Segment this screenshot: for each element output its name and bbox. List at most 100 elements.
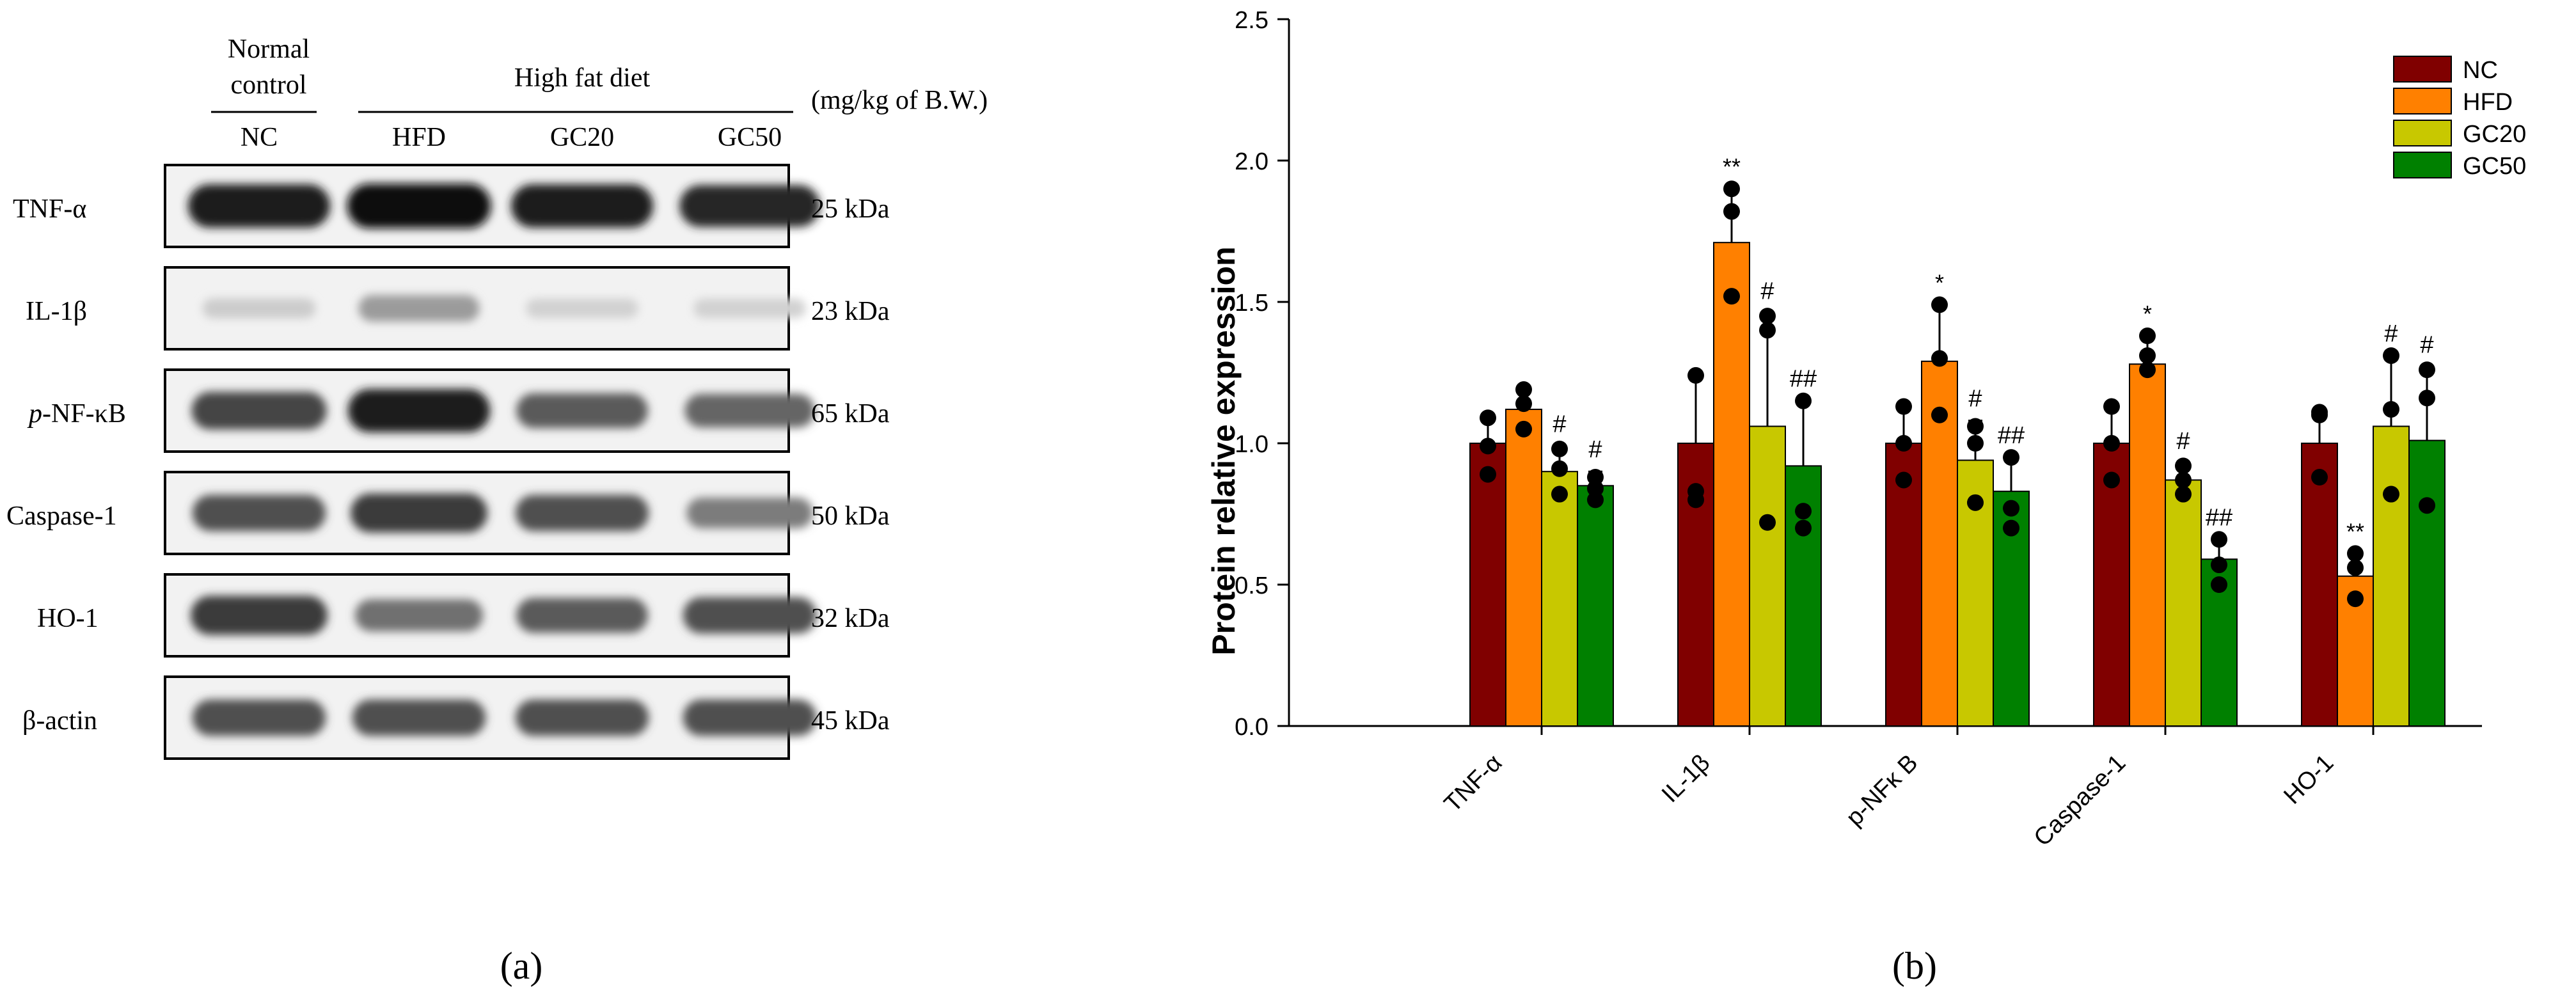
- significance-marker: *: [1935, 269, 1944, 296]
- data-point: [2211, 576, 2227, 593]
- significance-marker: **: [2346, 518, 2364, 544]
- data-point: [1723, 203, 1740, 220]
- bar: [2373, 425, 2410, 727]
- data-point: [2103, 435, 2120, 452]
- legend-swatch: [2393, 120, 2452, 146]
- bar: [1469, 443, 1506, 727]
- blot-size-p-nf-kb: 65 kDa: [811, 399, 890, 429]
- bar-chart-panel: Protein relative expression 0.0 0.5 1.0 1.5…: [1206, 7, 2526, 987]
- blot-band: [191, 596, 328, 635]
- blot-band: [515, 494, 649, 532]
- data-point: [2383, 400, 2399, 418]
- blot-band: [693, 298, 806, 319]
- blot-band: [358, 295, 480, 322]
- western-blot-panel: Normal control High fat diet (mg/kg of B…: [6, 35, 988, 987]
- blot-label-tnf-alpha: TNF-α: [13, 194, 86, 224]
- data-point: [1895, 471, 1912, 489]
- blot-band: [516, 597, 648, 633]
- x-tick-label: Caspase-1: [2029, 750, 2131, 852]
- bar: [1577, 485, 1614, 727]
- legend-swatch: [2393, 56, 2452, 83]
- blot-band: [683, 699, 817, 736]
- significance-marker: *: [2143, 301, 2152, 327]
- data-point: [2103, 471, 2120, 489]
- data-point: [1967, 418, 1984, 435]
- legend-label: GC20: [2463, 121, 2526, 148]
- blot-size-tnf-alpha: 25 kDa: [811, 194, 890, 224]
- high-fat-diet-label: High fat diet: [514, 63, 651, 93]
- data-point: [2175, 471, 2192, 489]
- blot-band: [526, 298, 638, 319]
- blot-band: [686, 498, 813, 528]
- data-point: [1551, 440, 1568, 457]
- y-tick-label: 0.5: [1235, 572, 1268, 599]
- blot-band: [347, 389, 491, 432]
- normal-control-label-line2: control: [231, 70, 307, 100]
- data-point: [2419, 361, 2435, 379]
- bar: [2093, 443, 2130, 727]
- chart-legend: NC HFD GC20 GC50: [2393, 56, 2526, 180]
- lane-label-gc20: GC20: [550, 123, 614, 152]
- legend-swatch: [2393, 152, 2452, 178]
- blot-band: [510, 184, 654, 228]
- data-point: [1687, 367, 1704, 384]
- blot-label-beta-actin: β-actin: [22, 706, 97, 736]
- blot-band: [516, 393, 648, 429]
- data-point: [1515, 395, 1532, 413]
- x-tick-label: IL-1β: [1657, 750, 1715, 808]
- data-point: [1759, 514, 1776, 531]
- bar: [1541, 471, 1578, 727]
- data-point: [2383, 347, 2399, 364]
- data-point: [1967, 494, 1984, 511]
- blot-band: [351, 493, 487, 533]
- blot-rows: [164, 164, 820, 760]
- data-point: [2311, 469, 2328, 486]
- data-point: [1551, 460, 1568, 477]
- legend-label: GC50: [2463, 153, 2526, 180]
- data-point: [1759, 308, 1776, 325]
- x-tick-label: HO-1: [2279, 750, 2339, 810]
- legend-swatch: [2393, 88, 2452, 114]
- y-tick-label: 2.5: [1235, 7, 1268, 34]
- significance-marker: #: [2176, 428, 2190, 455]
- panel-a-label: (a): [500, 945, 543, 987]
- data-point: [1480, 466, 1496, 483]
- bar: [1505, 408, 1542, 727]
- data-point: [1931, 350, 1948, 367]
- x-tick-label: p-NFκ B: [1841, 750, 1923, 832]
- significance-marker: #: [2384, 320, 2398, 347]
- data-point: [1480, 438, 1496, 455]
- blot-band: [354, 599, 484, 632]
- x-tick-label: TNF-α: [1439, 750, 1507, 817]
- blot-size-il-1beta: 23 kDa: [811, 297, 890, 326]
- blot-band: [192, 699, 326, 736]
- significance-marker: ##: [2206, 504, 2232, 531]
- significance-marker: #: [1760, 278, 1774, 305]
- data-point: [1895, 398, 1912, 415]
- blot-band: [191, 391, 327, 430]
- data-point: [2211, 531, 2227, 548]
- lane-label-hfd: HFD: [392, 123, 446, 152]
- data-point: [2175, 457, 2192, 475]
- y-tick-label: 0.0: [1235, 714, 1268, 741]
- bar: [2408, 439, 2446, 727]
- data-point: [1795, 503, 1812, 520]
- significance-marker: #: [1968, 386, 1982, 413]
- data-point: [1795, 392, 1812, 409]
- significance-marker: #: [1588, 436, 1602, 463]
- lane-label-nc: NC: [241, 123, 278, 152]
- data-point: [1515, 420, 1532, 438]
- bar: [2301, 443, 2338, 727]
- data-point: [2311, 404, 2328, 421]
- data-point: [1687, 483, 1704, 500]
- y-tick-label: 1.0: [1235, 431, 1268, 458]
- data-point: [2419, 390, 2435, 407]
- blot-label-caspase-1: Caspase-1: [6, 501, 117, 531]
- data-point: [2139, 347, 2156, 364]
- significance-marker: **: [1723, 154, 1741, 180]
- data-point: [2347, 545, 2364, 562]
- data-point: [2003, 449, 2019, 466]
- data-point: [2383, 485, 2399, 503]
- blot-size-ho-1: 32 kDa: [811, 604, 890, 633]
